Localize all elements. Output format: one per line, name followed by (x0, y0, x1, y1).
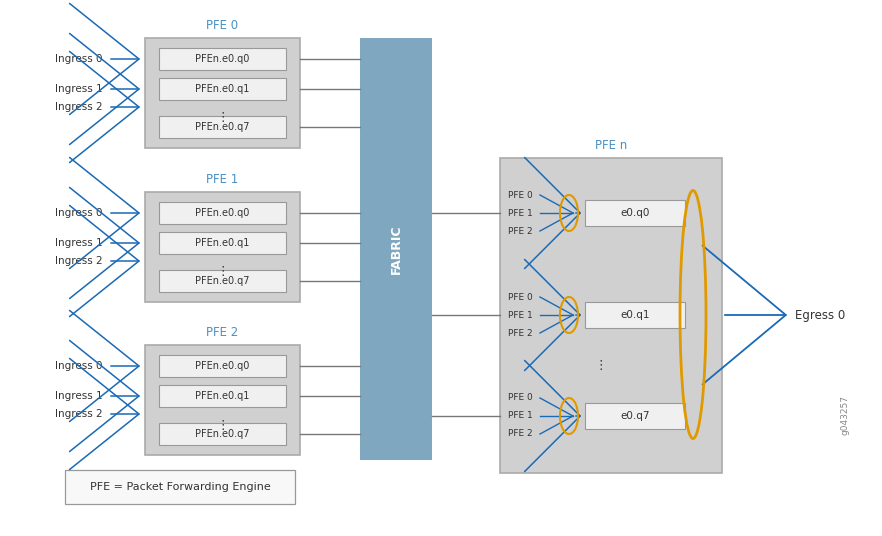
Text: Ingress 2: Ingress 2 (55, 102, 102, 112)
Text: Ingress 1: Ingress 1 (55, 238, 102, 248)
Text: Ingress 2: Ingress 2 (55, 256, 102, 266)
Bar (159, 423, 286, 445)
Text: PFE 2: PFE 2 (508, 329, 533, 338)
Text: e0.q1: e0.q1 (620, 310, 650, 320)
Text: Ingress 1: Ingress 1 (55, 391, 102, 401)
Text: FABRIC: FABRIC (390, 224, 402, 274)
Text: PFE 2: PFE 2 (206, 326, 239, 339)
Text: g043257: g043257 (841, 395, 849, 435)
Text: Ingress 0: Ingress 0 (55, 208, 102, 218)
Bar (159, 385, 286, 407)
Text: PFEn.e0.q1: PFEn.e0.q1 (195, 84, 250, 94)
Bar (159, 48, 286, 70)
Bar (585, 403, 685, 429)
Text: PFEn.e0.q7: PFEn.e0.q7 (195, 276, 250, 286)
Bar (360, 38, 432, 460)
Text: PFEn.e0.q0: PFEn.e0.q0 (195, 208, 250, 218)
Text: PFEn.e0.q0: PFEn.e0.q0 (195, 54, 250, 64)
Bar (159, 232, 286, 254)
Bar (145, 345, 300, 455)
Text: e0.q7: e0.q7 (620, 411, 650, 421)
Text: PFE 0: PFE 0 (508, 393, 533, 403)
Text: PFE n: PFE n (594, 139, 627, 152)
Text: PFEn.e0.q1: PFEn.e0.q1 (195, 238, 250, 248)
Text: PFE 2: PFE 2 (508, 429, 533, 438)
Text: PFEn.e0.q1: PFEn.e0.q1 (195, 391, 250, 401)
Text: PFE 1: PFE 1 (508, 412, 533, 421)
Text: ⋮: ⋮ (216, 111, 228, 124)
Text: PFE = Packet Forwarding Engine: PFE = Packet Forwarding Engine (90, 482, 271, 492)
Bar (145, 192, 300, 302)
Text: PFE 1: PFE 1 (508, 310, 533, 319)
Bar (159, 78, 286, 100)
Bar (500, 158, 722, 473)
Bar (145, 38, 300, 148)
Text: Egress 0: Egress 0 (795, 309, 845, 322)
Text: e0.q0: e0.q0 (620, 208, 650, 218)
Bar (65, 470, 295, 504)
Text: PFE 0: PFE 0 (508, 190, 533, 199)
Text: Ingress 0: Ingress 0 (55, 361, 102, 371)
Text: PFE 1: PFE 1 (206, 173, 239, 186)
Text: ⋮: ⋮ (216, 419, 228, 431)
Text: PFEn.e0.q7: PFEn.e0.q7 (195, 429, 250, 439)
Text: PFE 1: PFE 1 (508, 209, 533, 218)
Text: PFE 2: PFE 2 (508, 227, 533, 235)
Bar (159, 202, 286, 224)
Bar (159, 355, 286, 377)
Text: PFEn.e0.q0: PFEn.e0.q0 (195, 361, 250, 371)
Text: PFEn.e0.q7: PFEn.e0.q7 (195, 122, 250, 132)
Text: PFE 0: PFE 0 (508, 293, 533, 301)
Bar (585, 302, 685, 328)
Text: Ingress 0: Ingress 0 (55, 54, 102, 64)
Bar (159, 116, 286, 138)
Text: ⋮: ⋮ (216, 265, 228, 279)
Text: ⋮: ⋮ (594, 359, 607, 372)
Bar (159, 270, 286, 292)
Text: Ingress 2: Ingress 2 (55, 409, 102, 419)
Text: Ingress 1: Ingress 1 (55, 84, 102, 94)
Bar (585, 200, 685, 226)
Text: PFE 0: PFE 0 (206, 19, 238, 32)
